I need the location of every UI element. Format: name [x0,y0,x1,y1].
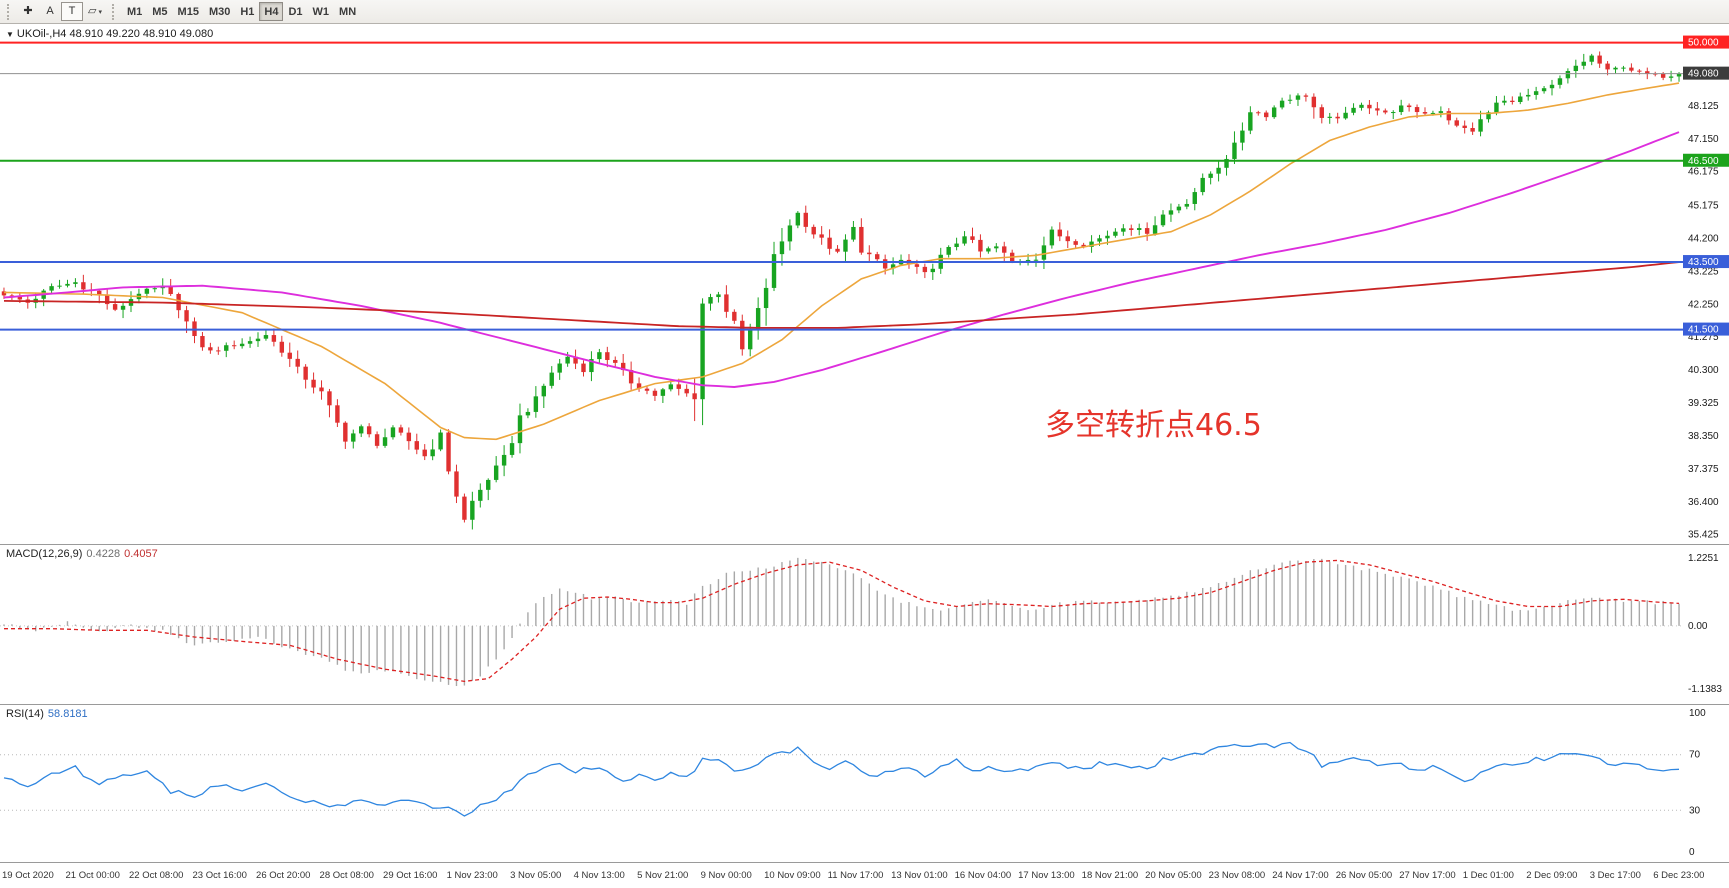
time-axis-panel: 19 Oct 2020 21 Oct 00:00 22 Oct 08:00 23 Oc… [0,862,1729,888]
svg-text:26 Oct 20:00: 26 Oct 20:00 [256,870,310,881]
svg-text:20 Nov 05:00: 20 Nov 05:00 [1145,870,1202,881]
svg-text:38.350: 38.350 [1688,431,1719,442]
svg-text:0.00: 0.00 [1688,621,1708,632]
rsi-panel: 100 70 30 0 RSI(14) 58.8181 [0,704,1729,862]
main-chart-panel: 48.125 47.150 46.175 45.175 44.200 43.225 42.2… [0,24,1729,544]
text-tool-icon: A [46,5,54,17]
svg-text:5 Nov 21:00: 5 Nov 21:00 [637,870,688,881]
svg-text:1 Dec 01:00: 1 Dec 01:00 [1463,870,1514,881]
svg-text:9 Nov 00:00: 9 Nov 00:00 [701,870,752,881]
svg-text:6 Dec 23:00: 6 Dec 23:00 [1653,870,1704,881]
toolbar: ✚ A T ▱ ▾ M1 M5 M15 M30 H1 H4 D1 W1 MN [0,0,1729,24]
macd-chart[interactable]: 1.2251 0.00 -1.1383 [0,545,1729,704]
svg-text:26 Nov 05:00: 26 Nov 05:00 [1336,870,1393,881]
svg-text:23 Nov 08:00: 23 Nov 08:00 [1209,870,1266,881]
timeframe-h1-button[interactable]: H1 [235,2,259,21]
timeframe-m5-button[interactable]: M5 [147,2,172,21]
toolbar-grip[interactable] [111,3,117,20]
svg-text:39.325: 39.325 [1688,398,1719,409]
svg-text:50.000: 50.000 [1688,38,1719,49]
svg-text:46.500: 46.500 [1688,156,1719,167]
svg-text:19 Oct 2020: 19 Oct 2020 [2,870,54,881]
macd-panel: 1.2251 0.00 -1.1383 MACD(12,26,9) 0.4228 0.4… [0,544,1729,704]
svg-text:-1.1383: -1.1383 [1688,684,1722,695]
svg-text:70: 70 [1689,750,1701,761]
svg-text:29 Oct 16:00: 29 Oct 16:00 [383,870,437,881]
timeframe-mn-button[interactable]: MN [334,2,361,21]
svg-text:37.375: 37.375 [1688,464,1719,475]
svg-text:17 Nov 13:00: 17 Nov 13:00 [1018,870,1075,881]
text-label-icon: T [68,5,76,17]
svg-text:43.225: 43.225 [1688,266,1719,277]
toolbar-grip[interactable] [7,3,12,20]
svg-text:28 Oct 08:00: 28 Oct 08:00 [320,870,374,881]
timeframe-h4-button[interactable]: H4 [259,2,284,21]
svg-text:2 Dec 09:00: 2 Dec 09:00 [1526,870,1577,881]
svg-text:41.275: 41.275 [1688,332,1719,343]
text-label-tool-button[interactable]: T [61,2,83,21]
timeframe-d1-button[interactable]: D1 [283,2,307,21]
text-tool-button[interactable]: A [39,2,61,21]
svg-text:24 Nov 17:00: 24 Nov 17:00 [1272,870,1329,881]
svg-text:49.080: 49.080 [1688,69,1719,80]
svg-text:3 Dec 17:00: 3 Dec 17:00 [1590,870,1641,881]
crosshair-tool-button[interactable]: ✚ [17,2,39,21]
svg-text:21 Oct 00:00: 21 Oct 00:00 [66,870,120,881]
svg-text:18 Nov 21:00: 18 Nov 21:00 [1082,870,1139,881]
svg-text:48.125: 48.125 [1688,101,1719,112]
collapse-arrow-icon[interactable]: ▼ [6,30,14,39]
svg-text:43.500: 43.500 [1688,257,1719,268]
svg-text:13 Nov 01:00: 13 Nov 01:00 [891,870,948,881]
svg-text:4 Nov 13:00: 4 Nov 13:00 [574,870,625,881]
rsi-chart[interactable]: 100 70 30 0 [0,705,1729,862]
svg-text:1 Nov 23:00: 1 Nov 23:00 [447,870,498,881]
timeframe-w1-button[interactable]: W1 [308,2,335,21]
svg-text:30: 30 [1689,805,1701,816]
svg-text:36.400: 36.400 [1688,497,1719,508]
svg-text:3 Nov 05:00: 3 Nov 05:00 [510,870,561,881]
svg-text:47.150: 47.150 [1688,134,1719,145]
shapes-icon: ▱ [88,5,97,17]
crosshair-icon: ✚ [23,5,33,17]
svg-text:41.500: 41.500 [1688,325,1719,336]
svg-text:0: 0 [1689,847,1695,858]
svg-text:45.175: 45.175 [1688,200,1719,211]
svg-text:42.250: 42.250 [1688,299,1719,310]
svg-text:44.200: 44.200 [1688,233,1719,244]
svg-text:100: 100 [1689,708,1706,719]
svg-text:22 Oct 08:00: 22 Oct 08:00 [129,870,183,881]
svg-text:46.175: 46.175 [1688,167,1719,178]
timeframe-m15-button[interactable]: M15 [173,2,204,21]
shapes-tool-button[interactable]: ▱ ▾ [83,2,107,21]
svg-text:23 Oct 16:00: 23 Oct 16:00 [193,870,247,881]
chart-annotation-text[interactable]: 多空转折点46.5 [1045,408,1262,443]
svg-text:1.2251: 1.2251 [1688,553,1719,564]
svg-text:27 Nov 17:00: 27 Nov 17:00 [1399,870,1456,881]
dropdown-caret-icon: ▾ [98,8,102,16]
timeframe-m30-button[interactable]: M30 [204,2,235,21]
svg-text:16 Nov 04:00: 16 Nov 04:00 [955,870,1012,881]
svg-text:40.300: 40.300 [1688,365,1719,376]
timeframe-m1-button[interactable]: M1 [122,2,147,21]
price-candlestick-chart[interactable]: 48.125 47.150 46.175 45.175 44.200 43.225 42.2… [0,24,1729,544]
svg-text:11 Nov 17:00: 11 Nov 17:00 [828,870,884,881]
svg-text:10 Nov 09:00: 10 Nov 09:00 [764,870,821,881]
svg-text:35.425: 35.425 [1688,530,1719,541]
time-axis[interactable]: 19 Oct 2020 21 Oct 00:00 22 Oct 08:00 23 Oc… [0,863,1729,888]
